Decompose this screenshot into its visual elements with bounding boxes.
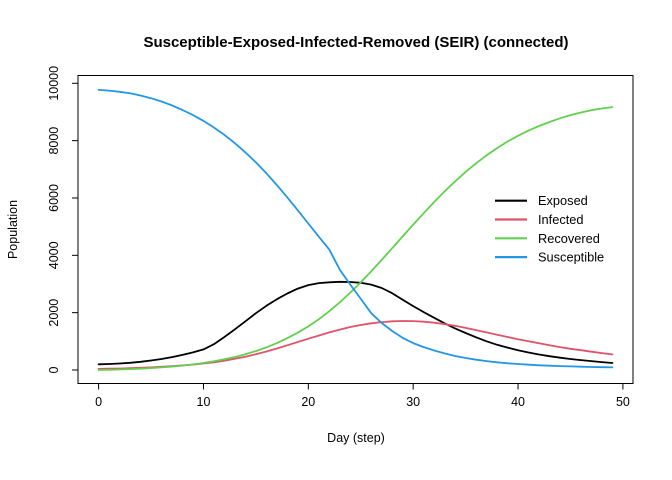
series-line-infected: [97, 320, 614, 370]
series-line-exposed: [97, 280, 614, 366]
legend-label-susceptible: Susceptible: [538, 250, 604, 265]
series-lines: [97, 89, 614, 371]
plot-box: [77, 75, 634, 384]
x-tick-label: 30: [406, 395, 420, 409]
y-tick-label: 4000: [47, 241, 61, 269]
legend: Exposed Infected Recovered Susceptible: [495, 193, 604, 265]
x-tick-label: 50: [616, 395, 630, 409]
series-line-recovered: [97, 106, 614, 371]
y-tick-label: 0: [47, 366, 61, 373]
x-tick-label: 20: [301, 395, 315, 409]
legend-label-exposed: Exposed: [538, 193, 588, 208]
x-tick-label: 0: [95, 395, 102, 409]
legend-label-infected: Infected: [538, 212, 584, 227]
y-tick-label: 10000: [47, 66, 61, 101]
legend-label-recovered: Recovered: [538, 231, 600, 246]
series-line-susceptible: [97, 89, 614, 369]
axes: 0 10 20 30 40 50 0 2000 4000 6000 8000 10000: [47, 66, 630, 409]
x-axis-label: Day (step): [327, 431, 385, 445]
y-tick-label: 8000: [47, 127, 61, 155]
y-tick-label: 2000: [47, 299, 61, 327]
y-tick-label: 6000: [47, 184, 61, 212]
chart-title: Susceptible-Exposed-Infected-Removed (SE…: [143, 34, 568, 51]
y-axis-label: Population: [6, 200, 20, 259]
x-tick-label: 40: [511, 395, 525, 409]
x-tick-label: 10: [197, 395, 211, 409]
